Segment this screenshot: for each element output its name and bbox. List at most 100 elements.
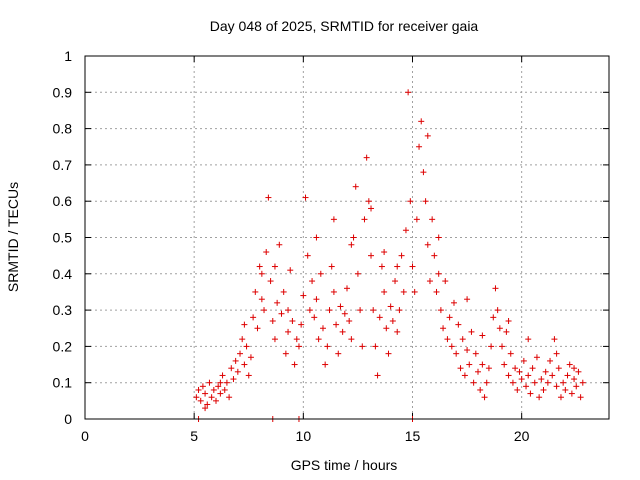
data-point [213, 397, 219, 404]
y-axis-ticks: 0 0.1 0.2 0.3 0.4 0.5 0.6 0.7 0.8 0.9 1 [53, 48, 609, 427]
data-point [210, 386, 217, 393]
data-point [525, 336, 532, 343]
data-point [258, 270, 265, 277]
x-axis-ticks: 0 5 10 15 20 [81, 56, 530, 444]
data-point [418, 118, 425, 125]
data-point [431, 252, 438, 259]
data-point [363, 154, 370, 161]
data-point [354, 270, 361, 277]
data-point [383, 325, 390, 332]
data-point [344, 285, 350, 292]
data-point [219, 372, 226, 379]
data-point [505, 372, 512, 379]
data-point [461, 372, 468, 379]
data-point [282, 350, 289, 357]
data-point [276, 241, 283, 248]
data-point [525, 372, 532, 379]
data-points [193, 89, 586, 422]
data-point [271, 336, 278, 343]
data-point [538, 376, 545, 383]
data-point [237, 350, 244, 357]
data-point [202, 390, 209, 397]
y-tick-label: 0.7 [53, 157, 73, 173]
data-point [202, 405, 209, 412]
data-point [566, 361, 573, 368]
data-point [553, 383, 560, 390]
data-point [293, 336, 300, 343]
y-tick-label: 0.8 [53, 121, 73, 137]
data-point [557, 394, 564, 401]
data-point [479, 332, 486, 339]
plot-frame [84, 55, 610, 420]
data-point [330, 288, 337, 295]
y-tick-label: 0.2 [53, 338, 73, 354]
y-tick-label: 0 [64, 411, 72, 427]
data-point [361, 216, 368, 223]
data-point [523, 383, 530, 390]
data-point [300, 292, 307, 299]
data-point [372, 343, 379, 350]
data-point [446, 314, 453, 321]
data-point [285, 328, 292, 335]
data-point [368, 252, 375, 259]
y-tick-label: 0.1 [53, 375, 73, 391]
x-tick-label: 15 [405, 428, 421, 444]
data-point [206, 379, 213, 386]
data-point [241, 361, 248, 368]
data-point [315, 336, 322, 343]
data-point [250, 314, 257, 321]
data-point [475, 368, 481, 375]
data-point [252, 288, 259, 295]
y-axis-label: SRMTID / TECUs [5, 182, 21, 292]
data-point [426, 278, 433, 285]
data-point [507, 350, 514, 357]
grid-lines [85, 56, 609, 419]
data-point [304, 252, 311, 259]
data-point [319, 325, 326, 332]
data-point [365, 198, 372, 205]
data-point [346, 317, 353, 324]
data-point [485, 365, 492, 372]
x-tick-label: 20 [514, 428, 530, 444]
data-point [579, 379, 586, 386]
data-point [518, 376, 525, 383]
data-point [466, 361, 473, 368]
data-point [472, 350, 479, 357]
data-point [394, 328, 401, 335]
data-point [376, 314, 383, 321]
data-point [444, 336, 451, 343]
data-point [245, 372, 252, 379]
data-point [278, 310, 285, 317]
data-point [496, 325, 503, 332]
data-point [287, 267, 294, 274]
data-point [407, 198, 414, 205]
data-point [306, 307, 313, 314]
data-point [370, 307, 377, 314]
data-point [261, 307, 268, 314]
data-point [529, 365, 536, 372]
data-point [499, 343, 506, 350]
data-point [501, 361, 508, 368]
y-tick-label: 0.4 [53, 266, 73, 282]
data-point [536, 394, 543, 401]
data-point [568, 390, 575, 397]
data-point [533, 354, 540, 361]
data-point [435, 270, 442, 277]
data-point [394, 263, 401, 270]
data-point [544, 379, 551, 386]
data-point [551, 336, 558, 343]
x-tick-label: 0 [81, 428, 89, 444]
data-point [527, 390, 534, 397]
data-point [208, 394, 215, 401]
data-point [547, 357, 554, 364]
data-point [385, 350, 392, 357]
data-point [402, 227, 409, 234]
data-point [575, 368, 582, 375]
data-point [289, 317, 296, 324]
y-tick-label: 1 [64, 48, 72, 64]
data-point [488, 343, 495, 350]
data-point [509, 379, 516, 386]
data-point [313, 296, 320, 303]
data-point [455, 321, 462, 328]
